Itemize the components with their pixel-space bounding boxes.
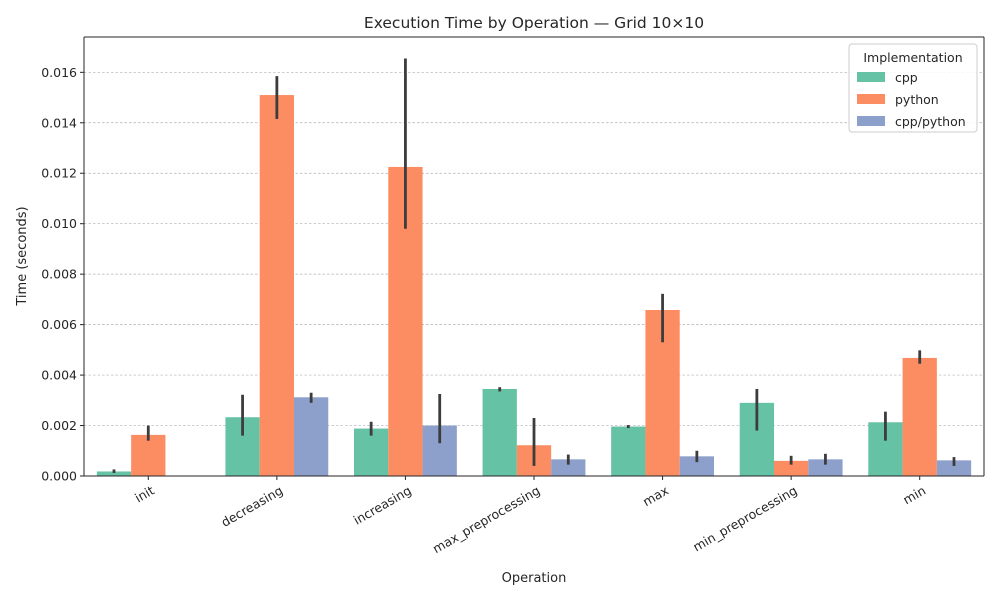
- y-tick-label: 0.010: [41, 216, 77, 231]
- bar-python-min: [902, 357, 937, 476]
- bar-cpp-init: [96, 471, 132, 476]
- bars: [96, 95, 972, 477]
- bar-python-init: [131, 434, 166, 476]
- legend-swatch-cpp: [857, 72, 885, 82]
- bar-python-min_preprocessing: [774, 460, 809, 476]
- chart-title: Execution Time by Operation — Grid 10×10: [364, 14, 704, 32]
- y-tick-label: 0.014: [41, 115, 77, 130]
- bar-cpp-python-min_preprocessing: [808, 459, 843, 476]
- y-axis-label: Time (seconds): [15, 206, 30, 306]
- bar-cpp-max: [611, 426, 646, 476]
- bar-cpp-python-max_preprocessing: [551, 459, 586, 476]
- y-tick-label: 0.008: [41, 267, 77, 282]
- legend-label-python: python: [895, 92, 939, 107]
- error-bars: [112, 58, 956, 473]
- bar-cpp-python-decreasing: [294, 397, 329, 476]
- y-tick-label: 0.012: [41, 166, 77, 181]
- bar-cpp-max_preprocessing: [482, 388, 517, 476]
- x-tick-label: max_preprocessing: [430, 483, 543, 557]
- legend-swatch-python: [857, 94, 885, 104]
- legend-box: [848, 43, 978, 133]
- gridlines: [84, 71, 984, 477]
- y-tick-label: 0.004: [41, 368, 77, 383]
- legend-label-cpp-python: cpp/python: [895, 114, 966, 129]
- bar-python-decreasing: [259, 95, 294, 476]
- legend-label-cpp: cpp: [895, 70, 918, 85]
- x-tick-label: decreasing: [218, 483, 285, 530]
- y-tick-label: 0.006: [41, 317, 77, 332]
- x-tick-label: min_preprocessing: [690, 483, 799, 555]
- y-tick-label: 0.002: [41, 418, 77, 433]
- x-tick-label: init: [132, 483, 157, 506]
- x-tick-label: increasing: [351, 483, 414, 528]
- x-tick-label: min: [900, 483, 928, 508]
- bar-cpp-python-max: [679, 456, 714, 476]
- x-tick-label: max: [640, 483, 671, 510]
- x-axis-label: Operation: [502, 571, 567, 586]
- bar-cpp-increasing: [354, 428, 389, 476]
- y-tick-label: 0.000: [41, 469, 77, 484]
- legend-swatch-cpp-python: [857, 116, 885, 126]
- y-tick-label: 0.016: [41, 65, 77, 80]
- legend-title: Implementation: [863, 50, 962, 65]
- bar-cpp-python-min: [936, 460, 972, 476]
- axes: 0.000 0.002 0.004 0.006 0.008 0.010 0.012 0.014…: [41, 36, 985, 557]
- legend: Implementation cpp python cpp/python: [848, 43, 978, 133]
